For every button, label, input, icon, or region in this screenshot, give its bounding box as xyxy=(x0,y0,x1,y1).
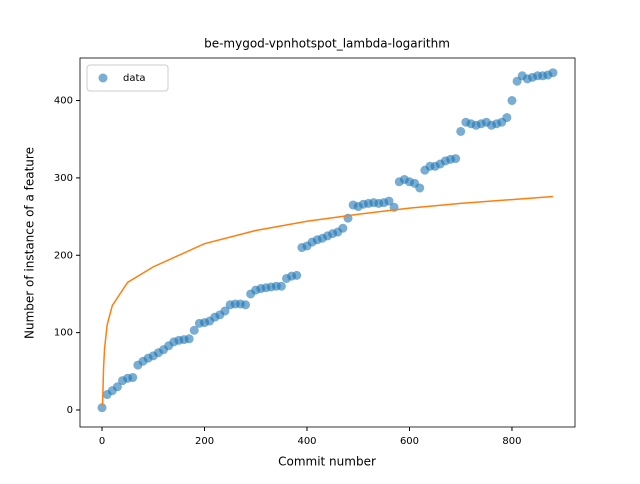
data-point xyxy=(97,403,107,413)
x-tick-label: 600 xyxy=(400,436,419,447)
data-point xyxy=(189,325,199,335)
data-point xyxy=(112,382,122,392)
data-point xyxy=(128,372,138,382)
axes-frame xyxy=(79,57,576,428)
y-tick-label: 300 xyxy=(54,173,73,184)
data-point xyxy=(384,196,394,206)
x-axis-label: Commit number xyxy=(278,455,376,469)
chart-title: be-mygod-vpnhotspot_lambda-logarithm xyxy=(204,37,450,51)
plot-area xyxy=(97,68,558,413)
x-tick-label: 400 xyxy=(297,436,316,447)
data-point xyxy=(451,154,461,164)
legend-marker xyxy=(98,73,108,83)
y-tick-label: 0 xyxy=(67,405,73,416)
x-tick-label: 800 xyxy=(502,436,521,447)
data-point xyxy=(184,334,194,344)
data-point xyxy=(276,281,286,291)
x-tick-label: 0 xyxy=(99,436,105,447)
y-axis-label: Number of instance of a feature xyxy=(23,147,37,339)
x-tick-label: 200 xyxy=(195,436,214,447)
legend-box xyxy=(86,64,169,92)
data-point xyxy=(220,306,230,316)
legend-label: data xyxy=(123,73,146,84)
data-point xyxy=(292,270,302,280)
data-point xyxy=(241,300,251,310)
data-point xyxy=(456,126,466,136)
y-tick-label: 200 xyxy=(54,250,73,261)
y-tick-label: 400 xyxy=(54,96,73,107)
data-point xyxy=(548,68,558,78)
data-point xyxy=(338,223,348,233)
y-tick-label: 100 xyxy=(54,328,73,339)
data-point xyxy=(415,183,425,193)
fit-line xyxy=(101,195,554,407)
data-point xyxy=(507,96,517,106)
data-point xyxy=(502,113,512,123)
